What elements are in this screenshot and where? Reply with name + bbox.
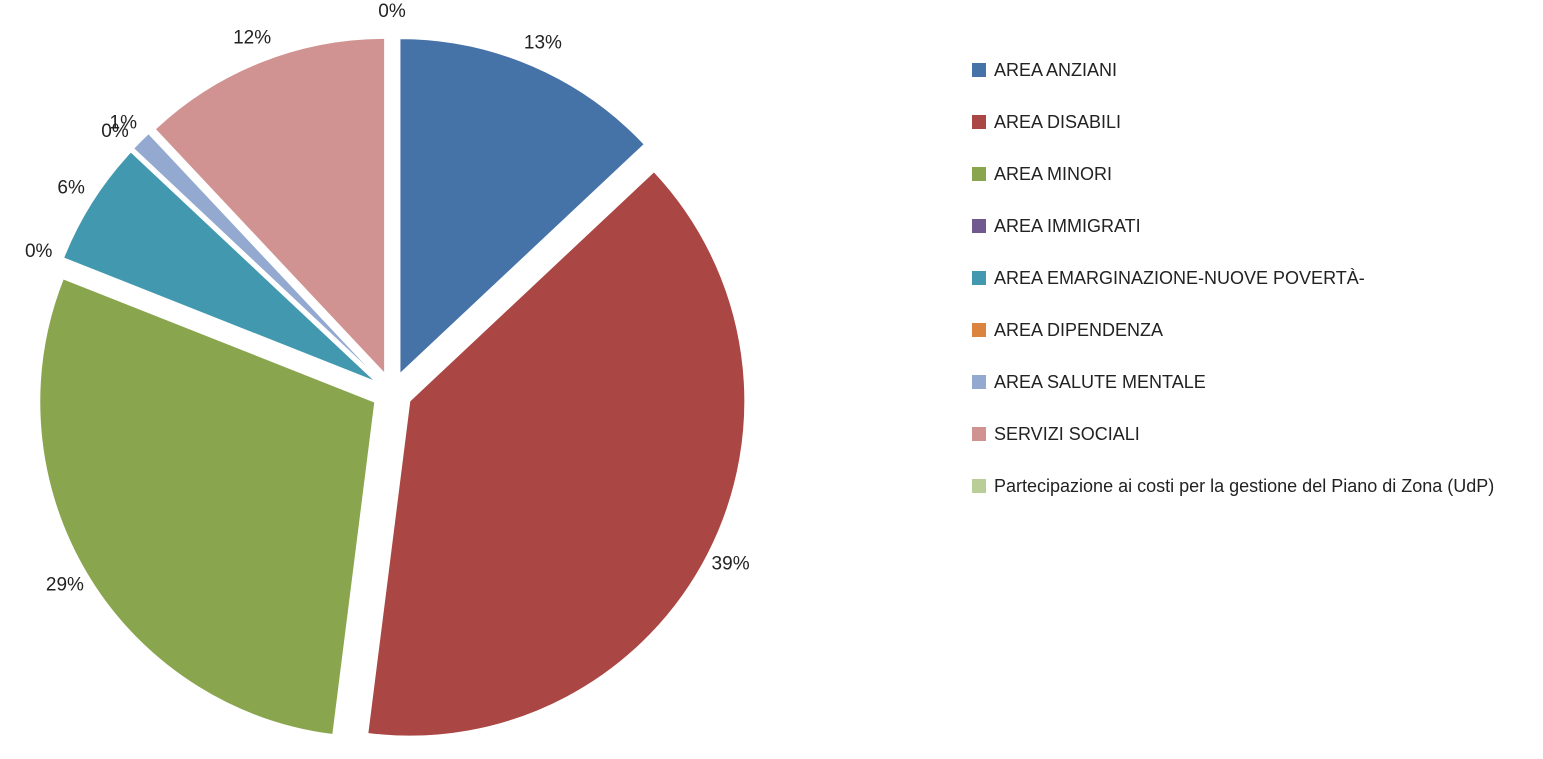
- legend-swatch: [972, 167, 986, 181]
- legend-item: SERVIZI SOCIALI: [972, 422, 1537, 474]
- percent-sign: %: [67, 574, 84, 595]
- legend-label: AREA EMARGINAZIONE-NUOVE POVERTÀ-: [994, 268, 1365, 288]
- legend: AREA ANZIANI AREA DISABILI AREA MINORI AREA…: [972, 58, 1537, 526]
- percent-sign: %: [389, 1, 406, 22]
- legend-item: AREA EMARGINAZIONE-NUOVE POVERTÀ-: [972, 266, 1537, 318]
- legend-label: AREA DISABILI: [994, 112, 1122, 132]
- data-label: 1%: [110, 112, 138, 133]
- percent-sign: %: [254, 28, 271, 49]
- legend-swatch: [972, 219, 986, 233]
- pie-slice: [367, 171, 746, 737]
- legend-label: Partecipazione ai costi per la gestione …: [994, 476, 1495, 496]
- legend-label: AREA ANZIANI: [994, 60, 1118, 80]
- legend-swatch: [972, 427, 986, 441]
- pie-slice: [154, 37, 386, 375]
- data-label: 0%: [378, 1, 406, 22]
- data-label: 6%: [57, 177, 85, 198]
- pie-slice: [132, 148, 378, 379]
- legend-label: SERVIZI SOCIALI: [994, 424, 1140, 444]
- legend-item: AREA DIPENDENZA: [972, 318, 1537, 370]
- pie-slice: [62, 151, 376, 382]
- data-label: 12%: [233, 28, 271, 49]
- legend-item: AREA IMMIGRATI: [972, 214, 1537, 266]
- legend-swatch: [972, 479, 986, 493]
- pie-slice: [39, 278, 376, 736]
- percent-sign: %: [36, 241, 53, 262]
- percent-sign: %: [545, 32, 562, 53]
- percent-sign: %: [733, 554, 750, 575]
- pie-slice: [61, 260, 374, 386]
- data-label: 0%: [101, 121, 129, 142]
- legend-swatch: [972, 375, 986, 389]
- legend-label: AREA SALUTE MENTALE: [994, 372, 1206, 392]
- legend-label: AREA MINORI: [994, 164, 1113, 184]
- legend-swatch: [972, 63, 986, 77]
- legend-item: AREA DISABILI: [972, 110, 1537, 162]
- legend-swatch: [972, 115, 986, 129]
- percent-sign: %: [68, 177, 85, 198]
- data-label: 13%: [524, 32, 562, 53]
- legend-item: Partecipazione ai costi per la gestione …: [972, 474, 1537, 526]
- legend-label: AREA DIPENDENZA: [994, 320, 1164, 340]
- legend-swatch: [972, 271, 986, 285]
- pie-slice: [399, 38, 645, 375]
- legend-swatch: [972, 323, 986, 337]
- legend-label: AREA IMMIGRATI: [994, 216, 1141, 236]
- data-label: 0%: [25, 241, 53, 262]
- percent-sign: %: [112, 121, 129, 142]
- pie-slice: [132, 132, 379, 379]
- legend-item: AREA ANZIANI: [972, 58, 1537, 110]
- percent-sign: %: [120, 112, 137, 133]
- legend-item: AREA SALUTE MENTALE: [972, 370, 1537, 422]
- data-label: 29%: [46, 574, 84, 595]
- legend-item: AREA MINORI: [972, 162, 1537, 214]
- pie-area: 13%39%29%0%6%0%1%12%0%: [25, 1, 750, 737]
- data-label: 39%: [712, 554, 750, 575]
